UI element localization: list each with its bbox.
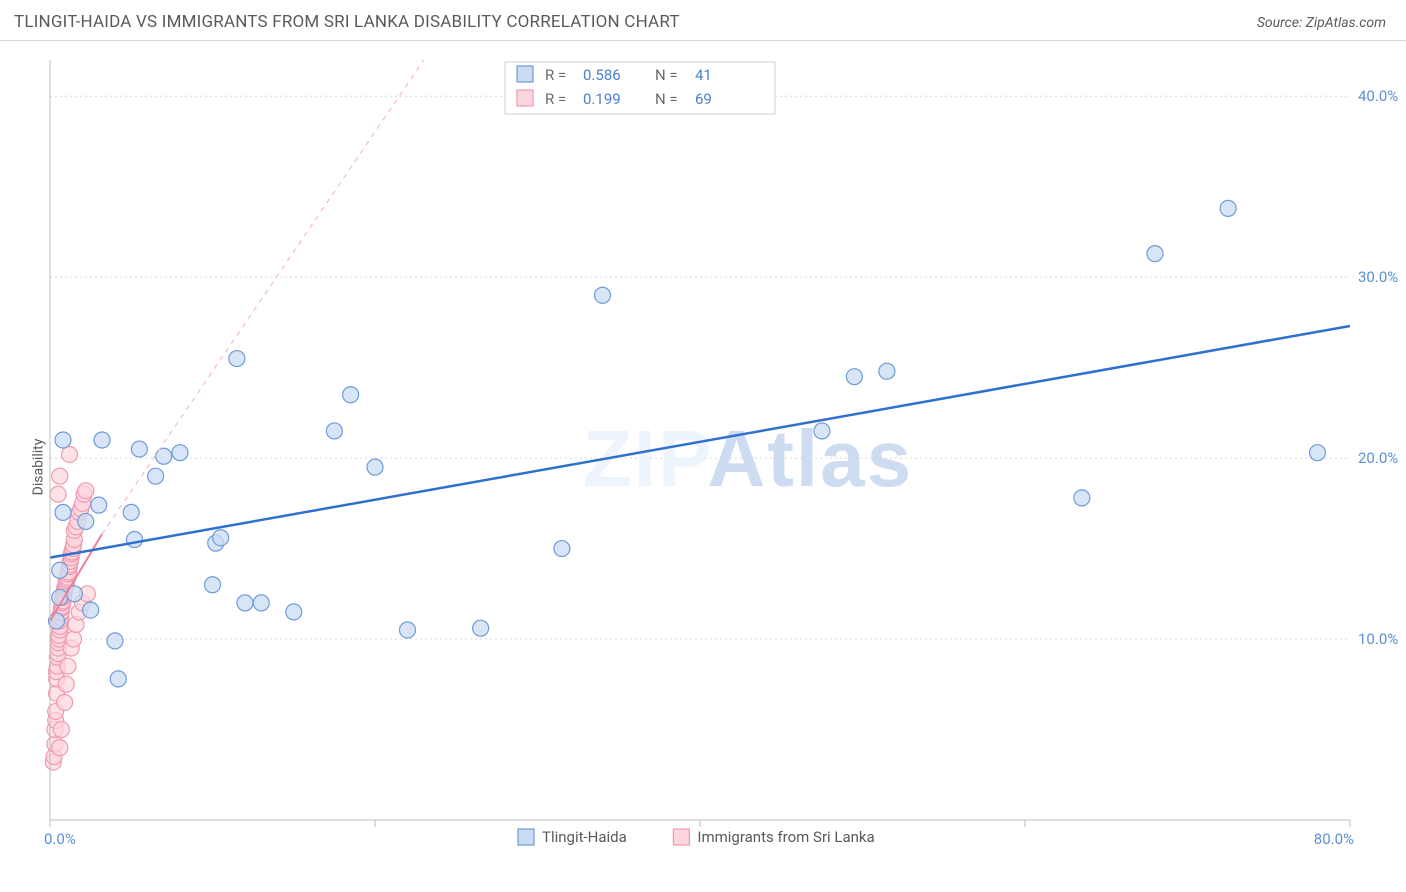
legend-r-value: 0.586 [583,66,621,84]
data-point-blue [343,387,359,403]
data-point-pink [58,676,74,692]
chart-source: Source: ZipAtlas.com [1257,15,1386,31]
data-point-blue [94,432,110,448]
data-point-blue [131,441,147,457]
x-tick-label: 0.0% [44,830,76,848]
data-point-pink [53,722,69,738]
data-point-blue [253,595,269,611]
data-point-blue [229,351,245,367]
data-point-blue [110,671,126,687]
data-point-blue [55,504,71,520]
y-tick-label: 10.0% [1358,630,1398,648]
legend-swatch [673,829,689,845]
chart-container: Disability 10.0% 20.0% 30.0% 40.0% ZIPAtlas 0… [0,42,1406,892]
data-point-pink [57,694,73,710]
data-point-blue [91,497,107,513]
data-point-blue [473,620,489,636]
y-tick-label: 40.0% [1358,87,1398,105]
data-point-pink [50,486,66,502]
data-point-blue [1147,246,1163,262]
legend-n-label: N = [655,66,678,84]
legend-n-value: 69 [695,90,712,108]
data-point-blue [814,423,830,439]
data-point-pink [62,446,78,462]
data-point-blue [595,287,611,303]
x-tick-label: 80.0% [1314,830,1354,848]
scatter-chart: 10.0% 20.0% 30.0% 40.0% ZIPAtlas 0.0% 80.0% R =… [0,42,1406,892]
legend-r-label: R = [545,90,566,108]
data-point-pink [60,658,76,674]
data-point-blue [148,468,164,484]
data-point-pink [52,740,68,756]
data-point-pink [78,483,94,499]
data-point-blue [172,445,188,461]
data-point-blue [213,530,229,546]
legend-swatch [518,829,534,845]
data-point-pink [52,468,68,484]
watermark: ZIPAtlas [583,414,913,503]
legend-n-value: 41 [695,66,712,84]
data-point-blue [846,369,862,385]
data-point-blue [237,595,253,611]
y-axis-label: Disability [30,439,46,496]
data-point-blue [879,363,895,379]
y-tick-label: 20.0% [1358,449,1398,467]
data-point-blue [107,633,123,649]
data-point-blue [1220,200,1236,216]
chart-header: TLINGIT-HAIDA VS IMMIGRANTS FROM SRI LAN… [0,0,1406,41]
legend-swatch [517,66,533,82]
data-point-blue [554,541,570,557]
data-point-blue [1074,490,1090,506]
data-point-blue [367,459,383,475]
data-point-blue [1310,445,1326,461]
legend-n-label: N = [655,90,678,108]
legend-series: Tlingit-Haida Immigrants from Sri Lanka [518,828,875,846]
chart-title: TLINGIT-HAIDA VS IMMIGRANTS FROM SRI LAN… [14,12,680,32]
data-point-blue [78,513,94,529]
legend-r-value: 0.199 [583,90,621,108]
legend-swatch [517,90,533,106]
data-point-blue [286,604,302,620]
data-point-blue [83,602,99,618]
data-point-blue [127,532,143,548]
y-tick-label: 30.0% [1358,268,1398,286]
data-point-blue [326,423,342,439]
legend-label: Immigrants from Sri Lanka [697,828,874,846]
data-point-blue [52,562,68,578]
legend-r-label: R = [545,66,566,84]
data-point-blue [205,577,221,593]
data-point-blue [123,504,139,520]
data-point-blue [55,432,71,448]
data-point-pink [66,631,82,647]
legend-label: Tlingit-Haida [542,828,627,846]
data-point-blue [400,622,416,638]
